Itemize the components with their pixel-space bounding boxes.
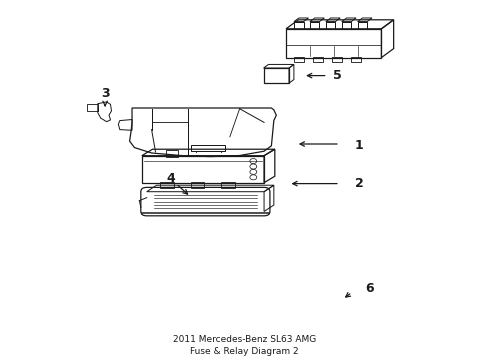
Text: 2011 Mercedes-Benz SL63 AMG
Fuse & Relay Diagram 2: 2011 Mercedes-Benz SL63 AMG Fuse & Relay… — [173, 335, 315, 356]
Text: 4: 4 — [166, 172, 175, 185]
Bar — [142, 156, 264, 183]
Bar — [293, 57, 304, 62]
Bar — [341, 22, 350, 29]
Bar — [325, 22, 335, 29]
Bar — [350, 57, 361, 62]
Bar — [331, 57, 342, 62]
Text: 2: 2 — [354, 177, 363, 190]
Bar — [87, 104, 98, 111]
Bar — [160, 182, 173, 188]
Bar — [263, 68, 288, 83]
Bar — [285, 29, 381, 58]
Text: 1: 1 — [354, 139, 363, 152]
Bar — [191, 144, 225, 151]
Bar — [309, 22, 319, 29]
Text: 5: 5 — [332, 69, 341, 82]
Bar — [293, 22, 303, 29]
Bar — [221, 182, 235, 188]
Text: 6: 6 — [364, 282, 373, 294]
Bar — [357, 22, 366, 29]
Bar — [190, 182, 204, 188]
Bar — [166, 150, 178, 157]
Bar — [312, 57, 323, 62]
Text: 3: 3 — [101, 87, 109, 100]
